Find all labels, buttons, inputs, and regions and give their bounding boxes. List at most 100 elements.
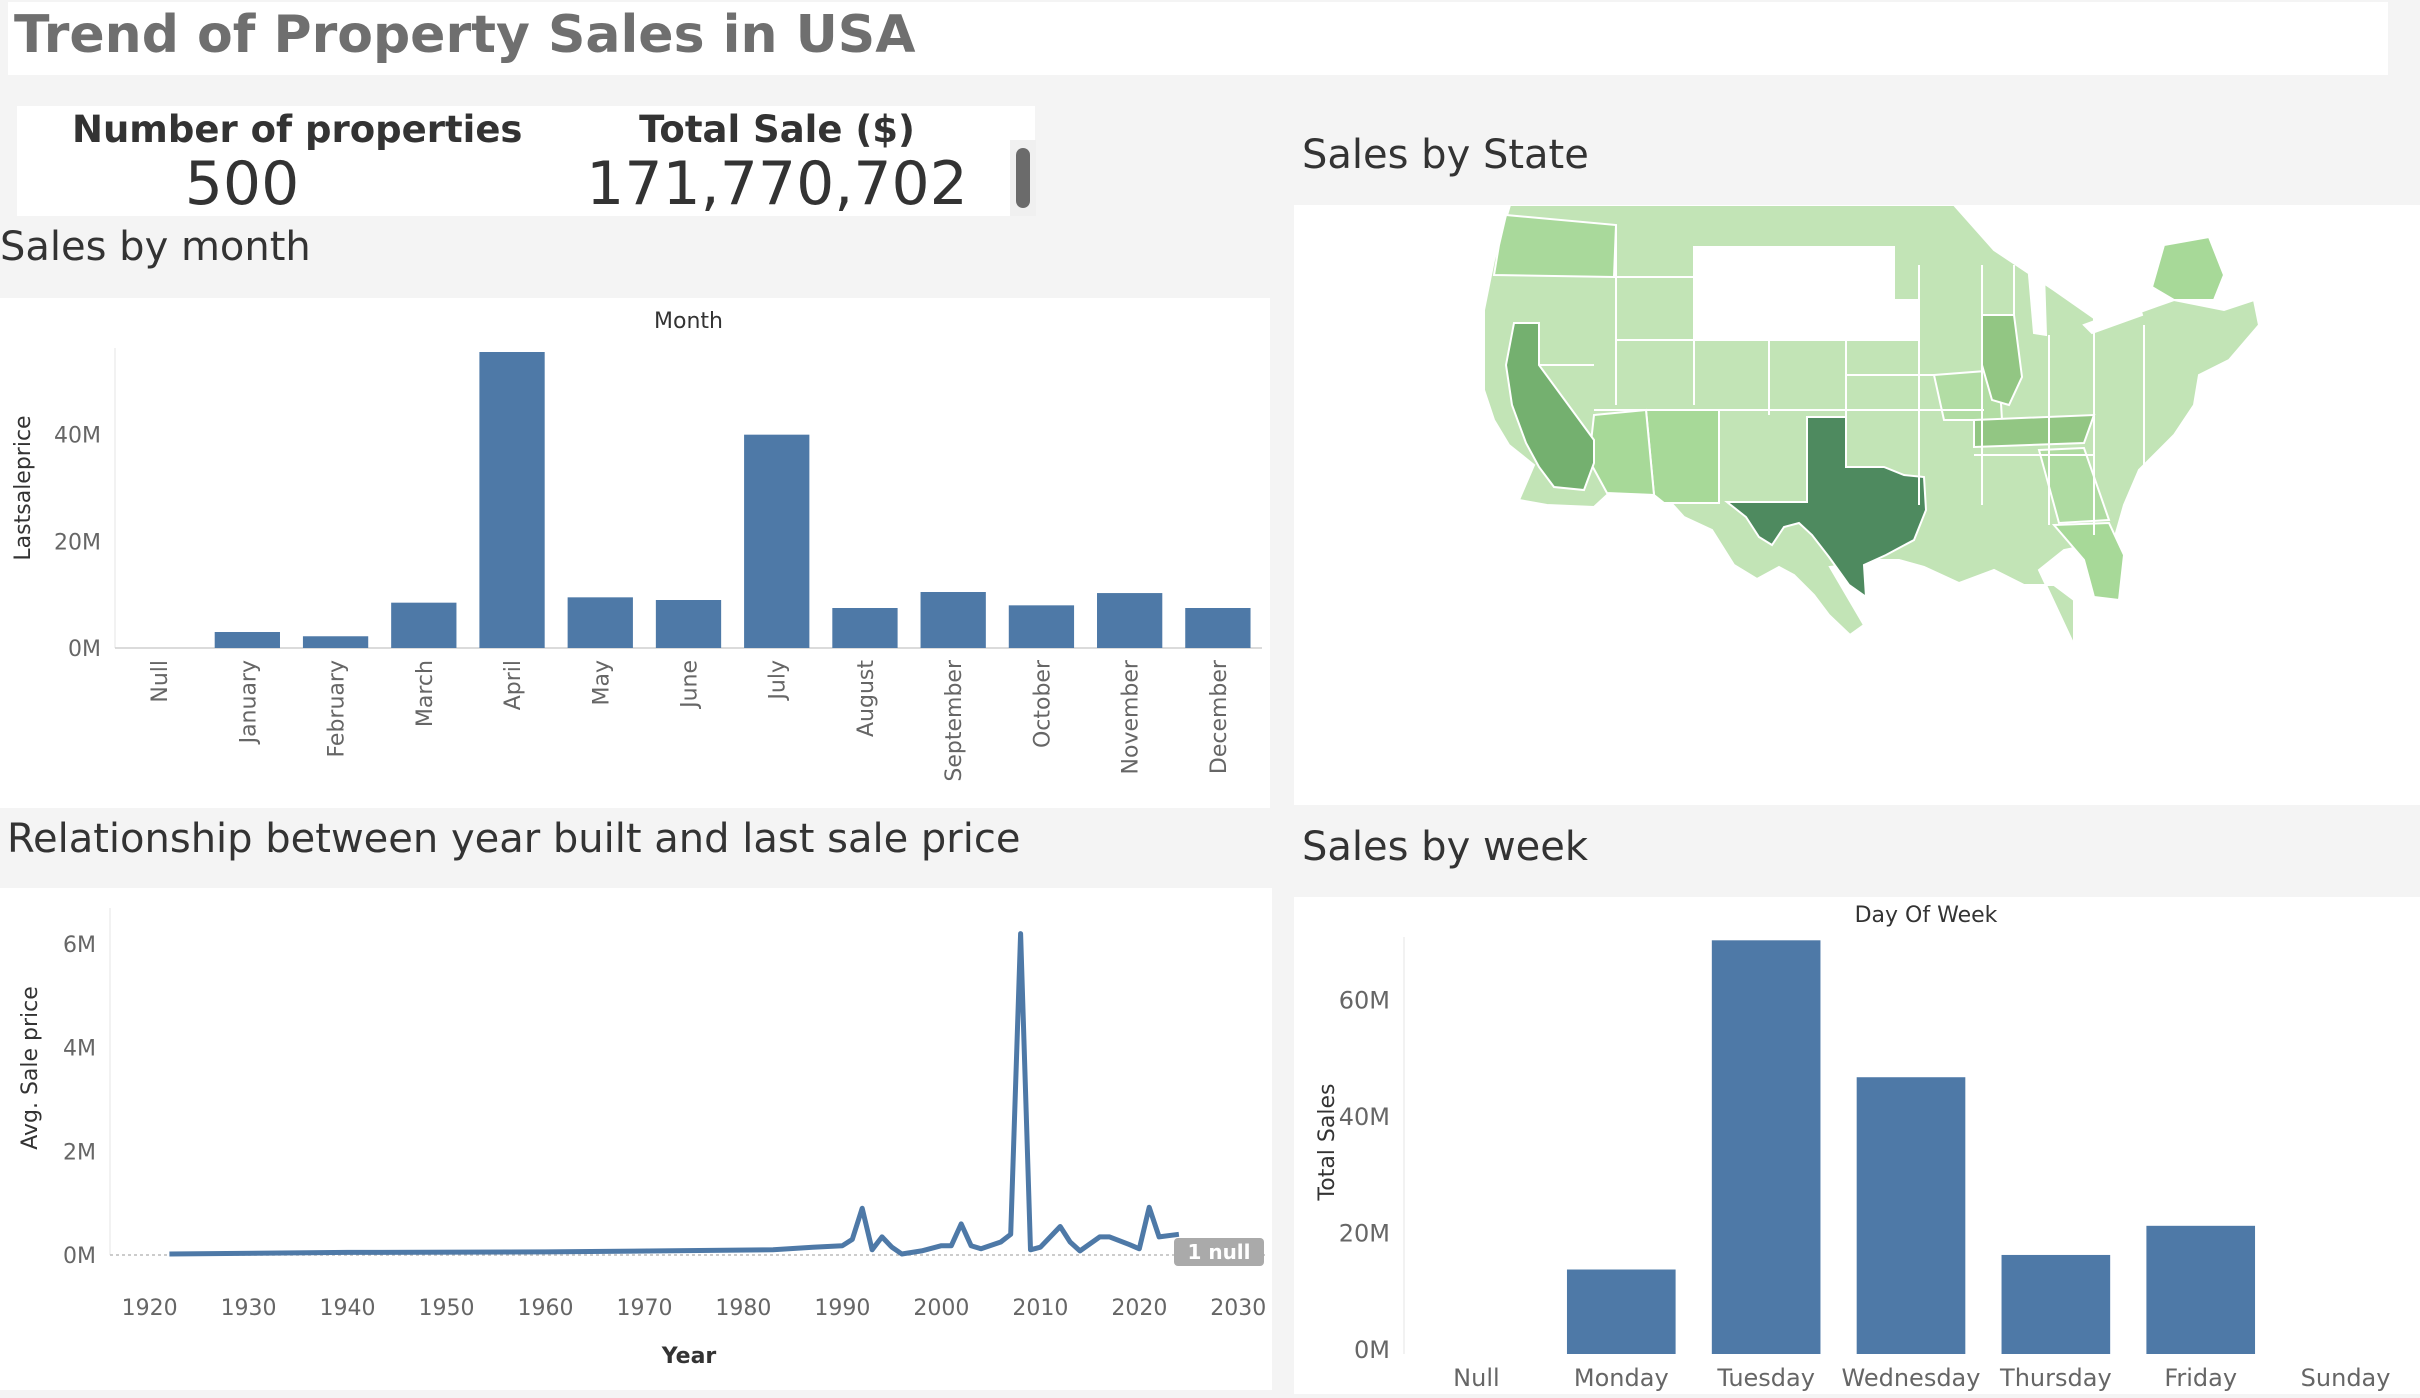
month-y-axis-label: Lastsaleprice: [11, 415, 36, 560]
month-x-tick-label: May: [589, 660, 614, 705]
month-bar: [744, 434, 810, 648]
kpi-scrollbar-thumb[interactable]: [1016, 148, 1030, 208]
year-x-tick-label: 1970: [616, 1296, 672, 1321]
month-bar: [391, 602, 457, 648]
week-y-tick-label: 20M: [1339, 1219, 1390, 1247]
week-y-tick-label: 60M: [1339, 986, 1390, 1014]
year-x-tick-label: 1930: [221, 1296, 277, 1321]
week-bar: [2146, 1225, 2256, 1354]
map-state-florida: [2051, 521, 2126, 602]
year-y-tick-label: 6M: [63, 933, 96, 958]
map-states: [1483, 204, 2261, 646]
year-x-tick-label: 2030: [1210, 1296, 1266, 1321]
year-y-tick-label: 4M: [63, 1037, 96, 1062]
month-x-tick-label: July: [766, 660, 791, 702]
map-state-new-mexico: [1644, 409, 1720, 504]
month-x-tick-label: April: [501, 660, 526, 710]
month-x-tick-label: January: [236, 660, 261, 745]
map-state-georgia: [2037, 446, 2111, 525]
year-series-line: [169, 931, 1180, 1257]
week-chart-panel: Day Of Week Total Sales 0M 20M 40M 60M Null Mon…: [1294, 897, 2420, 1394]
month-bar: [479, 352, 545, 648]
month-x-tick-label: September: [942, 659, 967, 782]
null-indicator-badge: [1174, 1238, 1264, 1266]
map-lake-michigan: [2027, 271, 2048, 337]
week-bar-chart: Day Of Week Total Sales 0M 20M 40M 60M Null Mon…: [1315, 903, 2391, 1392]
year-built-title: Relationship between year built and last…: [7, 816, 1021, 862]
year-x-tick-label: 1940: [320, 1296, 376, 1321]
year-x-axis-label: Year: [661, 1344, 717, 1369]
sales-by-month-title: Sales by month: [0, 224, 311, 270]
week-bar: [2001, 1254, 2111, 1354]
month-bar: [214, 632, 280, 648]
map-state-tennessee: [1973, 413, 2096, 449]
week-y-tick-label: 0M: [1354, 1336, 1390, 1364]
week-x-tick-label: Tuesday: [1716, 1364, 1815, 1392]
month-x-tick-label: August: [854, 660, 879, 737]
month-x-tick-label: December: [1207, 659, 1232, 774]
month-bar: [567, 597, 633, 648]
month-x-tick-label: February: [325, 660, 350, 758]
week-x-tick-label: Thursday: [1999, 1364, 2112, 1392]
month-bar: [1097, 593, 1163, 648]
kpi-total-sale-value: 171,770,702: [586, 149, 968, 219]
year-x-tick-label: 1960: [517, 1296, 573, 1321]
week-bar: [1566, 1269, 1676, 1354]
sales-by-week-title: Sales by week: [1302, 824, 1589, 870]
year-y-tick-label: 0M: [63, 1244, 96, 1269]
map-state-borders: [1539, 225, 2145, 535]
sales-by-state-title: Sales by State: [1302, 132, 1589, 178]
month-bar-chart: Month Lastsaleprice 0M 20M 40M Null January Feb…: [11, 309, 1262, 782]
null-indicator-label: 1 null: [1187, 1240, 1250, 1264]
usa-choropleth-map[interactable]: [1294, 204, 2420, 805]
week-y-axis-label: Total Sales: [1315, 1084, 1340, 1202]
month-bar: [920, 592, 986, 648]
week-bar: [1711, 940, 1821, 1354]
month-chart-header: Month: [654, 309, 723, 334]
kpi-panel: Number of properties 500 Total Sale ($) …: [17, 106, 1035, 219]
month-chart-panel: Month Lastsaleprice 0M 20M 40M Null January Feb…: [0, 298, 1270, 808]
month-bar: [832, 608, 898, 648]
year-x-tick-label: 1990: [814, 1296, 870, 1321]
kpi-properties-label: Number of properties: [72, 108, 523, 151]
month-x-tick-label: Null: [148, 660, 173, 703]
page-title: Trend of Property Sales in USA: [14, 5, 916, 65]
month-bar: [302, 636, 369, 648]
kpi-properties-value: 500: [184, 149, 300, 219]
map-lake-erie: [2082, 303, 2144, 335]
year-x-tick-label: 1950: [419, 1296, 475, 1321]
month-bar: [1008, 605, 1075, 648]
week-x-tick-label: Null: [1453, 1364, 1500, 1392]
month-bar: [655, 600, 722, 648]
year-chart-panel: Avg. Sale price 0M 2M 4M 6M 1920 1930 1940 1950 1…: [0, 888, 1272, 1390]
year-x-tick-label: 2020: [1111, 1296, 1167, 1321]
week-bar: [1856, 1077, 1966, 1354]
year-y-tick-label: 2M: [63, 1140, 96, 1165]
year-x-tick-label: 2000: [913, 1296, 969, 1321]
month-x-tick-label: March: [413, 660, 438, 727]
title-banner: Trend of Property Sales in USA: [8, 2, 2388, 75]
month-bar: [1185, 608, 1251, 648]
month-y-tick-label: 20M: [54, 530, 101, 555]
month-y-tick-label: 0M: [68, 637, 101, 662]
map-state-texas: [1724, 416, 1928, 600]
week-x-tick-label: Monday: [1574, 1364, 1669, 1392]
week-x-tick-label: Wednesday: [1842, 1364, 1981, 1392]
week-x-tick-label: Friday: [2164, 1364, 2237, 1392]
week-x-tick-label: Sunday: [2301, 1364, 2391, 1392]
month-y-tick-label: 40M: [54, 424, 101, 449]
week-chart-header: Day Of Week: [1855, 903, 1998, 928]
week-y-tick-label: 40M: [1339, 1103, 1390, 1131]
map-state-oregon: [1492, 213, 1618, 279]
kpi-total-sale-label: Total Sale ($): [639, 108, 915, 151]
map-state-new-york: [2150, 235, 2226, 301]
year-x-tick-label: 2010: [1012, 1296, 1068, 1321]
year-line-chart: Avg. Sale price 0M 2M 4M 6M 1920 1930 1940 1950 1…: [18, 908, 1268, 1369]
year-x-tick-label: 1980: [715, 1296, 771, 1321]
map-state-california: [1504, 322, 1595, 492]
year-y-axis-label: Avg. Sale price: [18, 986, 43, 1150]
month-x-tick-label: November: [1119, 659, 1144, 774]
year-x-tick-label: 1920: [122, 1296, 178, 1321]
month-x-tick-label: October: [1030, 659, 1055, 748]
state-map-panel: [1294, 204, 2420, 805]
